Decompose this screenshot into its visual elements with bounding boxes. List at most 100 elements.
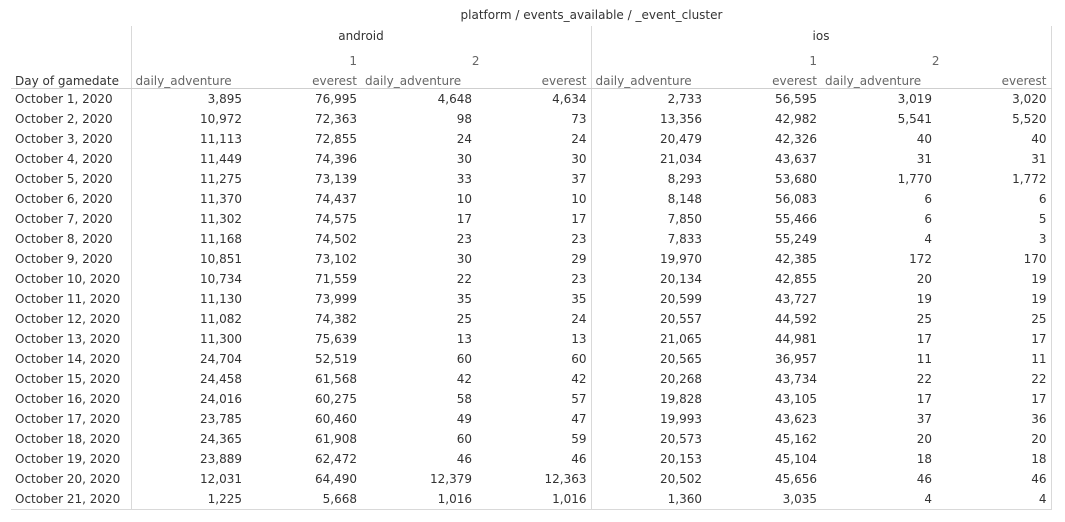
row-date-label[interactable]: October 21, 2020 xyxy=(11,489,131,510)
value-cell[interactable]: 17 xyxy=(936,329,1052,349)
value-cell[interactable]: 56,083 xyxy=(775,192,817,206)
value-cell[interactable]: 61,568 xyxy=(315,372,357,386)
value-cell[interactable]: 36,957 xyxy=(775,352,817,366)
value-cell[interactable]: 10,972 xyxy=(130,109,246,129)
value-cell[interactable]: 22 xyxy=(916,372,932,386)
value-cell[interactable]: 11,168 xyxy=(130,229,246,249)
value-cell[interactable]: 42,855 xyxy=(775,272,817,286)
value-cell[interactable]: 5 xyxy=(936,209,1052,229)
value-cell[interactable]: 10 xyxy=(456,192,472,206)
value-cell[interactable]: 20,153 xyxy=(590,449,706,469)
value-cell[interactable]: 12,379 xyxy=(430,472,472,486)
row-date-label[interactable]: October 15, 2020 xyxy=(15,372,121,386)
value-cell[interactable]: 20,502 xyxy=(590,469,706,489)
value-cell[interactable]: 19,993 xyxy=(590,409,706,429)
value-cell[interactable]: 37 xyxy=(571,172,587,186)
value-cell[interactable]: 46 xyxy=(571,452,587,466)
value-cell[interactable]: 42 xyxy=(456,372,472,386)
value-cell[interactable]: 23,889 xyxy=(130,449,246,469)
cluster-header-everest[interactable]: everest xyxy=(476,68,591,89)
row-date-label[interactable]: October 19, 2020 xyxy=(15,452,121,466)
value-cell[interactable]: 10 xyxy=(571,192,587,206)
value-cell[interactable]: 20,268 xyxy=(590,369,706,389)
value-cell[interactable]: 6 xyxy=(924,192,932,206)
cluster-header-everest[interactable]: everest xyxy=(246,68,361,89)
row-date-label[interactable]: October 11, 2020 xyxy=(15,292,121,306)
value-cell[interactable]: 5,668 xyxy=(246,489,361,510)
value-cell[interactable]: 25 xyxy=(936,309,1052,329)
value-cell[interactable]: 31 xyxy=(916,152,932,166)
value-cell[interactable]: 6 xyxy=(924,212,932,226)
value-cell[interactable]: 72,855 xyxy=(315,132,357,146)
value-cell[interactable]: 18 xyxy=(936,449,1052,469)
value-cell[interactable]: 49 xyxy=(456,412,472,426)
value-cell[interactable]: 19 xyxy=(936,289,1052,309)
value-cell[interactable]: 11,449 xyxy=(130,149,246,169)
value-cell[interactable]: 73,999 xyxy=(315,292,357,306)
cluster-header-daily-adventure[interactable]: daily_adventure xyxy=(821,68,936,89)
value-cell[interactable]: 42 xyxy=(571,372,587,386)
value-cell[interactable]: 43,734 xyxy=(775,372,817,386)
value-cell[interactable]: 74,382 xyxy=(315,312,357,326)
value-cell[interactable]: 60 xyxy=(456,432,472,446)
value-cell[interactable]: 11 xyxy=(936,349,1052,369)
value-cell[interactable]: 74,396 xyxy=(315,152,357,166)
value-cell[interactable]: 46 xyxy=(916,472,932,486)
value-cell[interactable]: 1,016 xyxy=(476,489,591,510)
value-cell[interactable]: 8,148 xyxy=(590,189,706,209)
value-cell[interactable]: 24,365 xyxy=(130,429,246,449)
value-cell[interactable]: 43,637 xyxy=(775,152,817,166)
value-cell[interactable]: 23 xyxy=(571,272,587,286)
value-cell[interactable]: 20 xyxy=(936,429,1052,449)
value-cell[interactable]: 60,460 xyxy=(315,412,357,426)
value-cell[interactable]: 44,981 xyxy=(775,332,817,346)
value-cell[interactable]: 12,031 xyxy=(130,469,246,489)
value-cell[interactable]: 11,130 xyxy=(130,289,246,309)
value-cell[interactable]: 20,557 xyxy=(590,309,706,329)
value-cell[interactable]: 30 xyxy=(456,152,472,166)
value-cell[interactable]: 24,016 xyxy=(130,389,246,409)
value-cell[interactable]: 98 xyxy=(456,112,472,126)
value-cell[interactable]: 59 xyxy=(571,432,587,446)
value-cell[interactable]: 17 xyxy=(916,392,932,406)
value-cell[interactable]: 40 xyxy=(916,132,932,146)
value-cell[interactable]: 24 xyxy=(571,132,587,146)
value-cell[interactable]: 13 xyxy=(456,332,472,346)
value-cell[interactable]: 18 xyxy=(916,452,932,466)
value-cell[interactable]: 17 xyxy=(571,212,587,226)
value-cell[interactable]: 3 xyxy=(936,229,1052,249)
cluster-header-daily-adventure[interactable]: daily_adventure xyxy=(130,68,246,89)
value-cell[interactable]: 73 xyxy=(571,112,587,126)
value-cell[interactable]: 43,105 xyxy=(775,392,817,406)
value-cell[interactable]: 19,828 xyxy=(590,389,706,409)
value-cell[interactable]: 2,733 xyxy=(590,88,706,109)
row-date-label[interactable]: October 5, 2020 xyxy=(15,172,113,186)
value-cell[interactable]: 20,599 xyxy=(590,289,706,309)
value-cell[interactable]: 44,592 xyxy=(775,312,817,326)
value-cell[interactable]: 13 xyxy=(571,332,587,346)
row-date-label[interactable]: October 10, 2020 xyxy=(15,272,121,286)
value-cell[interactable]: 24,704 xyxy=(130,349,246,369)
row-date-label[interactable]: October 6, 2020 xyxy=(15,192,113,206)
row-header-label[interactable]: Day of gamedate xyxy=(11,68,131,89)
value-cell[interactable]: 74,575 xyxy=(315,212,357,226)
value-cell[interactable]: 72,363 xyxy=(315,112,357,126)
value-cell[interactable]: 19,970 xyxy=(590,249,706,269)
cluster-header-daily-adventure[interactable]: daily_adventure xyxy=(590,68,706,89)
value-cell[interactable]: 31 xyxy=(936,149,1052,169)
value-cell[interactable]: 21,034 xyxy=(590,149,706,169)
value-cell[interactable]: 20,134 xyxy=(590,269,706,289)
value-cell[interactable]: 170 xyxy=(936,249,1052,269)
value-cell[interactable]: 5,520 xyxy=(936,109,1052,129)
value-cell[interactable]: 35 xyxy=(456,292,472,306)
value-cell[interactable]: 19 xyxy=(936,269,1052,289)
value-cell[interactable]: 11,113 xyxy=(130,129,246,149)
value-cell[interactable]: 57 xyxy=(571,392,587,406)
value-cell[interactable]: 73,102 xyxy=(315,252,357,266)
value-cell[interactable]: 23 xyxy=(571,232,587,246)
value-cell[interactable]: 43,727 xyxy=(775,292,817,306)
row-date-label[interactable]: October 2, 2020 xyxy=(15,112,113,126)
value-cell[interactable]: 37 xyxy=(916,412,932,426)
events-header-ios-2[interactable]: 2 xyxy=(821,46,1052,68)
value-cell[interactable]: 29 xyxy=(571,252,587,266)
